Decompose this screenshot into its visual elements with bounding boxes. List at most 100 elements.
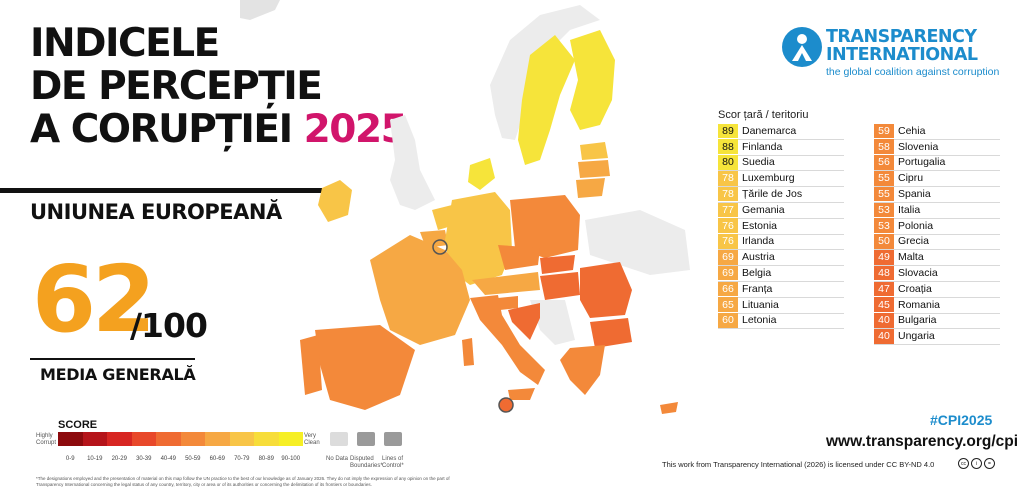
score-cell: 78 bbox=[718, 186, 738, 202]
sweden-shape bbox=[518, 35, 575, 165]
table-row: 69 Belgia bbox=[718, 265, 844, 282]
score-cell: 56 bbox=[874, 155, 894, 170]
cc-icons: cc i = bbox=[958, 458, 995, 469]
country-name: Portugalia bbox=[898, 156, 946, 169]
legend-swatch bbox=[229, 432, 254, 446]
score-cell: 77 bbox=[718, 202, 738, 218]
score-cell: 50 bbox=[874, 234, 894, 249]
score-cell: 78 bbox=[718, 170, 738, 186]
legend-swatch bbox=[156, 432, 181, 446]
country-name: Grecia bbox=[898, 235, 929, 248]
score-cell: 53 bbox=[874, 218, 894, 234]
legend-tick-label: 90-100 bbox=[281, 456, 301, 462]
czechia-shape bbox=[498, 245, 540, 270]
legend-swatch bbox=[131, 432, 156, 446]
country-name: Spania bbox=[898, 188, 931, 201]
table-row: 50 Grecia bbox=[874, 234, 1000, 251]
legend-tick-label: 30-39 bbox=[136, 456, 152, 462]
table-row: 55 Spania bbox=[874, 186, 1000, 203]
legend-tick-label: 70-79 bbox=[234, 456, 250, 462]
ireland-shape bbox=[318, 180, 352, 222]
score-cell: 65 bbox=[718, 297, 738, 313]
finland-shape bbox=[570, 30, 615, 130]
legend-swatch bbox=[180, 432, 205, 446]
license-text: This work from Transparency Internationa… bbox=[662, 460, 935, 469]
table-row: 47 Croația bbox=[874, 281, 1000, 298]
spain-shape bbox=[315, 325, 415, 410]
country-name: Italia bbox=[898, 203, 921, 216]
average-label: MEDIA GENERALĂ bbox=[40, 365, 196, 384]
country-name: Estonia bbox=[742, 219, 778, 232]
legend-swatch bbox=[107, 432, 132, 446]
table-row: 88 Finlanda bbox=[718, 139, 844, 156]
score-cell: 55 bbox=[874, 186, 894, 202]
score-cell: 80 bbox=[718, 155, 738, 170]
table-row: 80 Suedia bbox=[718, 155, 844, 172]
score-cell: 88 bbox=[718, 139, 738, 155]
country-name: Letonia bbox=[742, 314, 777, 327]
uk-shape bbox=[390, 115, 435, 210]
country-name: Polonia bbox=[898, 219, 934, 232]
country-name: Suedia bbox=[742, 156, 775, 169]
austria-shape bbox=[472, 272, 540, 295]
score-cell: 66 bbox=[718, 281, 738, 297]
table-row: 66 Franța bbox=[718, 281, 844, 298]
page-title: INDICELE DE PERCEPȚIE A CORUPȚIEI 2025 bbox=[30, 21, 408, 152]
legend-swatch bbox=[58, 432, 83, 446]
legend-tick-label: 0-9 bbox=[65, 456, 75, 462]
legend-no-data-swatch bbox=[330, 432, 348, 446]
country-name: Irlanda bbox=[742, 235, 775, 248]
legend-swatch bbox=[254, 432, 279, 446]
legend-tick-label: 20-29 bbox=[111, 456, 127, 462]
poland-shape bbox=[510, 195, 580, 258]
table-row: 49 Malta bbox=[874, 249, 1000, 267]
legend-lines-of-control: Lines of Control* bbox=[382, 456, 404, 469]
ti-logo-line-2: INTERNATIONAL bbox=[826, 45, 978, 65]
legend-tick-label: 60-69 bbox=[209, 456, 225, 462]
by-icon: i bbox=[971, 458, 982, 469]
ti-logo-line-1: TRANSPARENCY bbox=[826, 27, 977, 47]
country-name: Ungaria bbox=[898, 330, 935, 343]
slovenia-shape bbox=[498, 296, 518, 310]
legend-tick-label: 80-89 bbox=[258, 456, 274, 462]
table-row: 53 Italia bbox=[874, 202, 1000, 219]
romania-shape bbox=[580, 262, 632, 318]
title-divider bbox=[0, 188, 330, 193]
luxembourg-marker bbox=[432, 239, 448, 255]
title-year: 2025 bbox=[303, 107, 408, 152]
score-cell: 60 bbox=[718, 313, 738, 328]
score-cell: 59 bbox=[874, 123, 894, 139]
score-cell: 55 bbox=[874, 170, 894, 186]
legend-highly-corrupt: Highly Corrupt bbox=[36, 433, 57, 446]
table-row: 76 Irlanda bbox=[718, 234, 844, 251]
average-out-of: /100 bbox=[130, 306, 208, 345]
title-line-2: DE PERCEPȚIE bbox=[30, 64, 323, 109]
average-score: 62 bbox=[32, 246, 156, 353]
malta-marker bbox=[498, 397, 514, 413]
legend-title: SCORE bbox=[58, 419, 98, 431]
table-row: 58 Slovenia bbox=[874, 139, 1000, 156]
germany-shape bbox=[445, 192, 512, 285]
country-name: Belgia bbox=[742, 267, 772, 280]
country-name: Gemania bbox=[742, 203, 785, 216]
ti-logo-name: TRANSPARENCY INTERNATIONAL bbox=[826, 28, 978, 64]
hungary-shape bbox=[540, 272, 580, 300]
country-name: Romania bbox=[898, 298, 941, 311]
score-cell: 89 bbox=[718, 123, 738, 139]
score-cell: 48 bbox=[874, 265, 894, 281]
ti-logo-icon bbox=[782, 27, 822, 67]
score-cell: 53 bbox=[874, 202, 894, 218]
country-name: Danemarca bbox=[742, 124, 797, 137]
table-row: 56 Portugalia bbox=[874, 155, 1000, 172]
score-cell: 45 bbox=[874, 297, 894, 313]
table-row: 76 Estonia bbox=[718, 218, 844, 235]
nd-icon: = bbox=[984, 458, 995, 469]
country-name: Cipru bbox=[898, 172, 924, 185]
website-url[interactable]: www.transparency.org/cpi bbox=[826, 433, 1019, 450]
balkans-shape bbox=[530, 300, 575, 345]
title-line-1: INDICELE bbox=[30, 21, 220, 66]
country-name: Slovenia bbox=[898, 140, 939, 153]
score-cell: 69 bbox=[718, 249, 738, 265]
greenland-shape bbox=[240, 0, 280, 20]
country-name: Slovacia bbox=[898, 267, 938, 280]
